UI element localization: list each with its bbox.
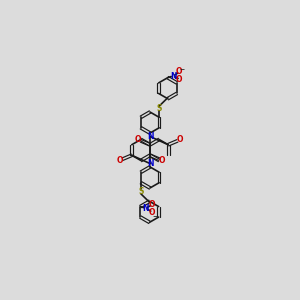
Text: O: O (148, 200, 155, 209)
Text: N: N (142, 204, 149, 213)
Text: O: O (148, 208, 155, 217)
Text: N: N (170, 72, 176, 81)
Text: O: O (135, 135, 142, 144)
Text: O: O (176, 75, 182, 84)
Text: S: S (138, 187, 144, 196)
Text: N: N (147, 132, 153, 141)
Text: O: O (176, 68, 182, 76)
Text: −: − (152, 213, 158, 218)
Text: S: S (156, 104, 162, 113)
Text: O: O (158, 156, 165, 165)
Text: O: O (117, 156, 123, 165)
Text: O: O (177, 135, 183, 144)
Text: N: N (147, 159, 153, 168)
Text: −: − (179, 67, 184, 71)
